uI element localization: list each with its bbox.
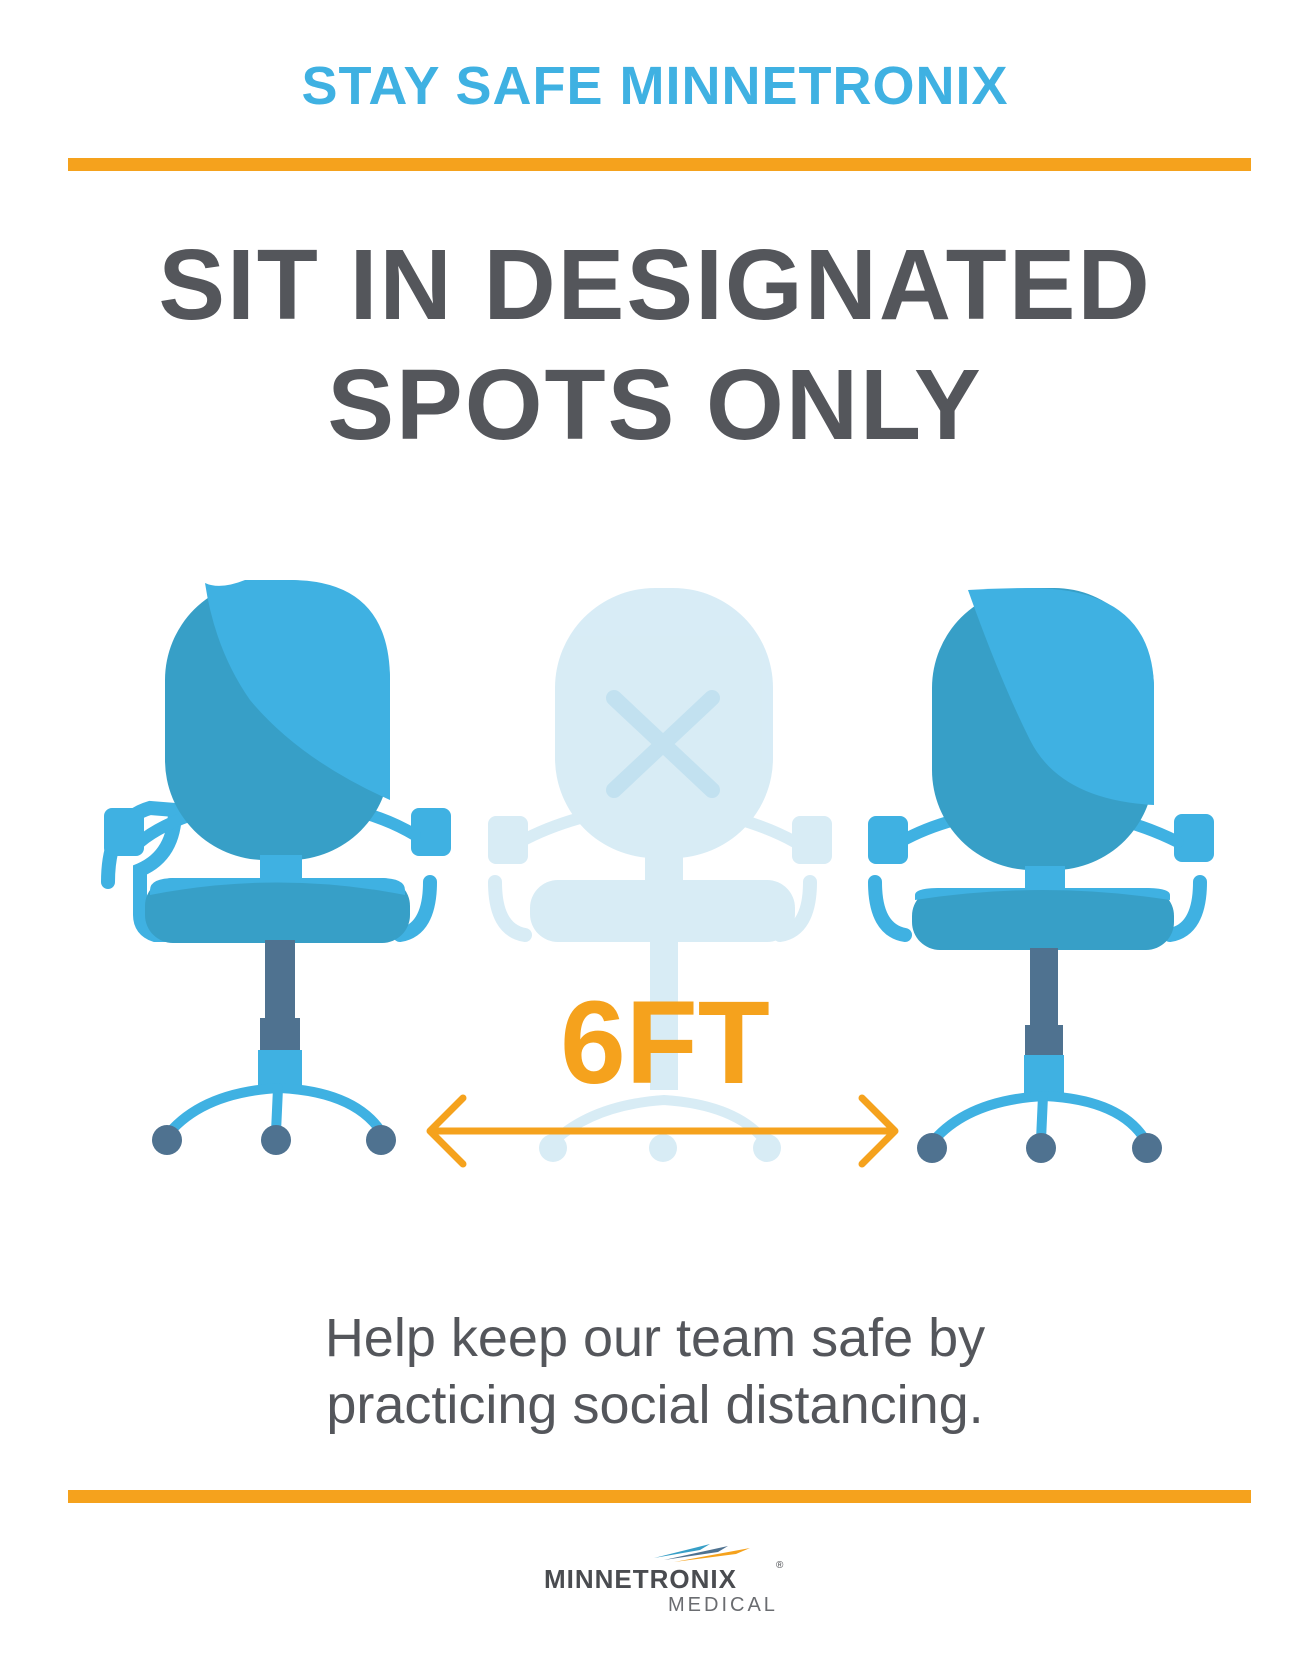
bottom-divider bbox=[68, 1490, 1251, 1503]
top-divider bbox=[68, 158, 1251, 171]
chair-right-icon bbox=[868, 588, 1214, 1163]
company-logo: MINNETRONIX ® MEDICAL bbox=[500, 1534, 810, 1644]
message-line-2: practicing social distancing. bbox=[326, 1375, 984, 1435]
headline-line-2: SPOTS ONLY bbox=[327, 349, 983, 461]
logo-name: MINNETRONIX bbox=[544, 1564, 737, 1594]
chairs-illustration: 6FT bbox=[101, 580, 1214, 1168]
distance-label: 6FT bbox=[560, 977, 770, 1109]
header-title: STAY SAFE MINNETRONIX bbox=[301, 56, 1009, 116]
headline-line-1: SIT IN DESIGNATED bbox=[158, 229, 1152, 341]
chair-left-icon bbox=[101, 580, 451, 1155]
logo-registered-mark: ® bbox=[776, 1560, 784, 1571]
distance-arrow-icon bbox=[426, 1094, 899, 1168]
chair-blocked-icon bbox=[488, 588, 832, 1162]
logo-subtitle: MEDICAL bbox=[668, 1594, 778, 1616]
logo-arrows-icon bbox=[654, 1544, 750, 1562]
blocked-x-icon bbox=[606, 690, 720, 798]
message-line-1: Help keep our team safe by bbox=[324, 1308, 986, 1368]
